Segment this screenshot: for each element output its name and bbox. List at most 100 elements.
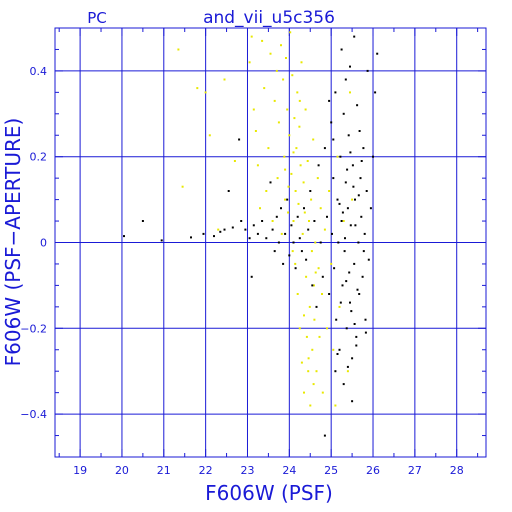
data-point-black (250, 275, 253, 278)
data-point-black (339, 155, 342, 158)
data-point-black (286, 198, 289, 201)
data-point-yellow (290, 172, 293, 175)
x-tick-label: 24 (282, 464, 296, 477)
y-tick-label: −0.4 (20, 408, 47, 421)
data-point-yellow (283, 155, 286, 158)
data-point-black (365, 190, 368, 192)
data-point-black (160, 239, 163, 242)
data-point-black (202, 232, 205, 235)
data-point-yellow (296, 91, 299, 94)
data-point-yellow (338, 305, 341, 308)
data-point-black (331, 232, 333, 235)
data-point-yellow (312, 138, 315, 141)
data-point-yellow (280, 44, 282, 47)
data-point-black (364, 318, 367, 321)
data-point-yellow (321, 391, 324, 394)
data-point-yellow (351, 198, 354, 201)
data-point-yellow (308, 220, 310, 222)
data-point-yellow (342, 220, 345, 222)
data-point-black (332, 138, 335, 141)
data-point-black (355, 335, 358, 338)
data-point-yellow (267, 147, 270, 150)
data-point-yellow (303, 314, 305, 317)
data-point-black (353, 262, 356, 265)
data-point-yellow (284, 198, 287, 201)
data-point-yellow (319, 207, 322, 210)
data-point-yellow (336, 155, 339, 158)
data-point-yellow (300, 61, 303, 64)
data-point-yellow (261, 39, 264, 42)
data-point-yellow (263, 87, 266, 90)
data-point-yellow (303, 211, 306, 214)
data-point-yellow (314, 271, 317, 274)
data-point-black (269, 181, 272, 184)
data-point-yellow (217, 228, 220, 231)
data-point-black (141, 220, 144, 222)
x-tick-label: 28 (450, 464, 464, 477)
data-point-yellow (282, 78, 285, 81)
data-point-yellow (317, 267, 320, 270)
header-left: PC (87, 9, 107, 27)
data-point-black (296, 215, 299, 218)
data-point-black (294, 267, 297, 270)
data-point-black (290, 224, 293, 227)
data-point-black (351, 357, 354, 360)
data-point-yellow (208, 134, 211, 137)
data-point-yellow (289, 31, 292, 34)
data-point-yellow (254, 130, 257, 132)
data-point-black (213, 235, 215, 238)
data-point-yellow (302, 181, 305, 184)
data-point-yellow (275, 69, 278, 72)
data-point-black (328, 99, 331, 102)
data-point-yellow (291, 74, 294, 77)
data-point-black (336, 198, 339, 201)
data-point-black (367, 258, 370, 261)
data-point-yellow (181, 185, 184, 188)
data-point-yellow (287, 211, 290, 214)
data-point-black (284, 232, 287, 235)
data-point-black (123, 235, 125, 238)
data-point-black (343, 250, 346, 253)
grid-lines (55, 28, 486, 457)
data-point-black (336, 353, 339, 355)
y-tick-label: 0.4 (30, 65, 48, 78)
data-point-yellow (280, 232, 283, 235)
data-point-yellow (301, 232, 304, 235)
data-point-yellow (310, 250, 313, 253)
data-point-black (326, 215, 328, 218)
data-point-yellow (306, 160, 309, 162)
data-point-black (273, 250, 276, 253)
data-point-black (307, 228, 310, 231)
data-point-black (356, 104, 359, 107)
data-point-black (341, 211, 344, 214)
data-point-yellow (332, 348, 335, 351)
data-point-black (311, 284, 314, 287)
data-point-yellow (330, 262, 333, 265)
data-point-black (265, 237, 268, 240)
data-point-yellow (298, 327, 301, 330)
data-point-black (338, 348, 341, 351)
y-tick-label: 0 (40, 237, 47, 250)
data-point-black (357, 241, 360, 244)
data-point-black (244, 228, 247, 231)
data-point-black (323, 434, 326, 437)
data-point-yellow (310, 198, 313, 201)
data-point-black (351, 164, 354, 167)
data-point-black (366, 69, 369, 72)
data-point-black (317, 164, 320, 167)
data-point-yellow (252, 108, 255, 111)
data-point-black (345, 327, 348, 330)
data-point-yellow (287, 185, 290, 188)
data-point-black (376, 52, 379, 55)
data-point-black (323, 147, 326, 150)
data-point-black (288, 254, 291, 257)
data-point-yellow (286, 108, 289, 111)
data-point-yellow (273, 99, 276, 102)
data-point-yellow (265, 190, 268, 192)
data-point-black (354, 224, 357, 227)
data-point-black (349, 224, 352, 227)
data-point-yellow (248, 61, 251, 64)
y-tick-label: 0.2 (30, 151, 48, 164)
x-tick-label: 19 (73, 464, 87, 477)
data-point-yellow (305, 335, 308, 338)
